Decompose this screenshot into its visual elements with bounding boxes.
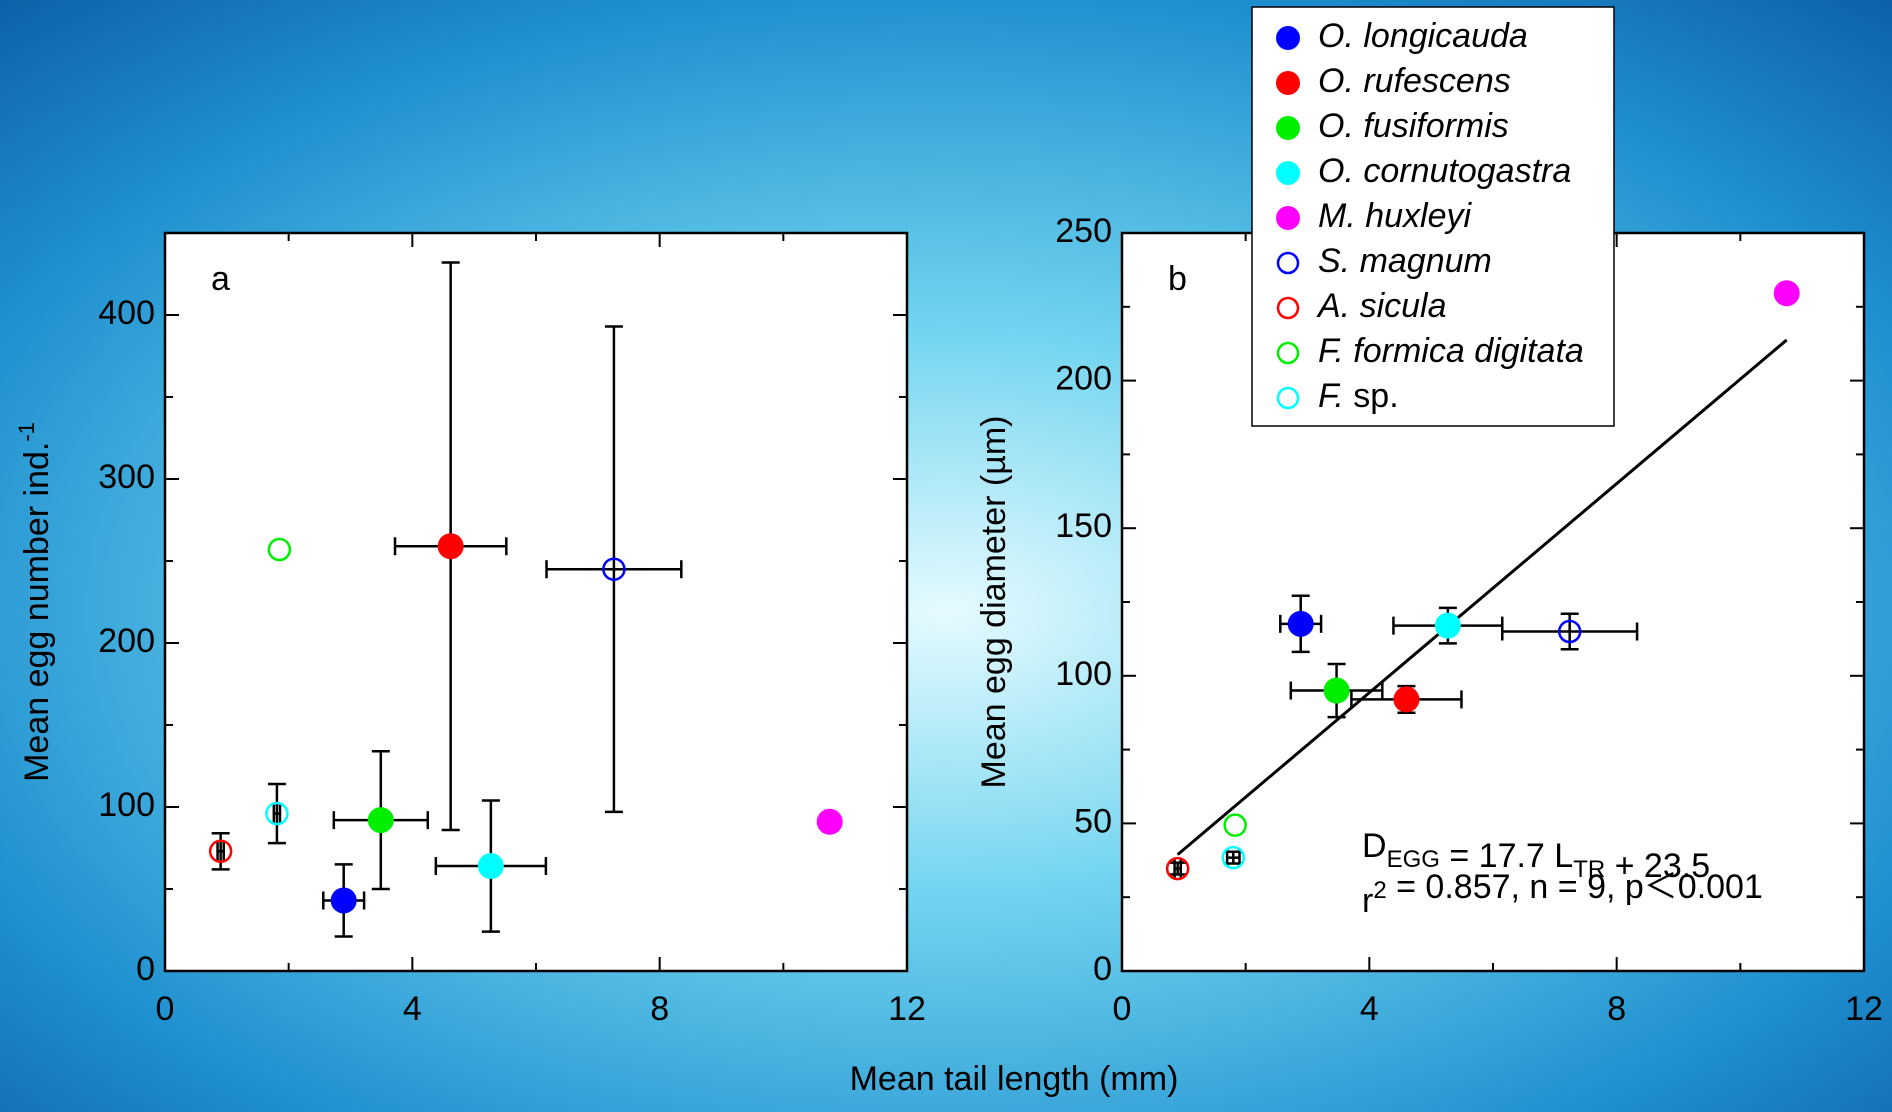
- y-axis-label: Mean egg diameter (µm): [975, 416, 1013, 789]
- legend-label: O. fusiformis: [1318, 107, 1509, 145]
- data-point: [478, 853, 504, 879]
- legend-marker: [1276, 206, 1300, 230]
- data-point: [1324, 678, 1350, 704]
- legend-name: F.: [1318, 377, 1344, 415]
- legend-label: O. rufescens: [1318, 62, 1511, 100]
- y-tick-label: 0: [136, 950, 155, 988]
- x-tick-label: 8: [1607, 990, 1626, 1028]
- legend-marker: [1276, 161, 1300, 185]
- legend-label: O. longicauda: [1318, 17, 1528, 55]
- y-tick-label: 200: [98, 622, 155, 660]
- legend-name: S. magnum: [1318, 242, 1492, 280]
- legend-name: O. fusiformis: [1318, 107, 1509, 145]
- y-tick-label: 300: [98, 458, 155, 496]
- legend-label: A. sicula: [1316, 287, 1447, 325]
- page: Mean tail length (mm) 048120100200300400…: [0, 0, 1892, 1112]
- y-tick-label: 0: [1093, 950, 1112, 988]
- y-tick-label: 250: [1055, 212, 1112, 250]
- legend-marker: [1276, 71, 1300, 95]
- data-point: [1435, 613, 1461, 639]
- figure: Mean tail length (mm) 048120100200300400…: [0, 0, 1892, 1112]
- plot-area: [165, 233, 907, 971]
- stats-sup: 2: [1373, 877, 1386, 904]
- x-axis-label: Mean tail length (mm): [850, 1060, 1179, 1098]
- panel-label: a: [211, 260, 230, 298]
- stats-text: r: [1362, 882, 1373, 920]
- legend-name: O. cornutogastra: [1318, 152, 1571, 190]
- data-point: [817, 809, 843, 835]
- y-axis-label: Mean egg number ind.-1: [14, 422, 56, 782]
- data-point: [438, 533, 464, 559]
- legend-label: S. magnum: [1318, 242, 1492, 280]
- y-axis-label-text: Mean egg diameter (µm): [975, 416, 1013, 789]
- legend-label: M. huxleyi: [1318, 197, 1472, 235]
- y-axis-label-sup: -1: [14, 422, 39, 442]
- x-tick-label: 12: [1845, 990, 1883, 1028]
- panel-label: b: [1168, 260, 1187, 298]
- data-point: [1774, 280, 1800, 306]
- legend-marker: [1276, 116, 1300, 140]
- data-point: [1393, 686, 1419, 712]
- legend-name: A. sicula: [1316, 287, 1447, 325]
- x-tick-label: 12: [888, 990, 926, 1028]
- data-point: [368, 807, 394, 833]
- y-tick-label: 100: [1055, 655, 1112, 693]
- x-tick-label: 0: [156, 990, 175, 1028]
- legend-label: O. cornutogastra: [1318, 152, 1571, 190]
- data-point: [331, 887, 357, 913]
- data-point: [1288, 611, 1314, 637]
- legend-label: F. sp.: [1318, 377, 1399, 415]
- x-tick-label: 8: [650, 990, 669, 1028]
- legend-label: F. formica digitata: [1318, 332, 1584, 370]
- x-tick-label: 4: [1360, 990, 1379, 1028]
- legend-name: O. rufescens: [1318, 62, 1511, 100]
- y-tick-label: 200: [1055, 360, 1112, 398]
- stats-text: = 0.857, n = 9, p＜0.001: [1387, 868, 1763, 906]
- x-tick-label: 0: [1113, 990, 1132, 1028]
- legend-name: M. huxleyi: [1318, 197, 1472, 235]
- y-tick-label: 150: [1055, 507, 1112, 545]
- y-axis-label-text: Mean egg number ind.: [18, 442, 56, 782]
- y-tick-label: 50: [1074, 802, 1112, 840]
- y-tick-label: 100: [98, 786, 155, 824]
- equation-text: D: [1362, 827, 1387, 865]
- legend-suffix: sp.: [1353, 377, 1398, 415]
- legend-name: O. longicauda: [1318, 17, 1528, 55]
- x-tick-label: 4: [403, 990, 422, 1028]
- y-tick-label: 400: [98, 294, 155, 332]
- legend-marker: [1276, 26, 1300, 50]
- legend-name: F. formica digitata: [1318, 332, 1584, 370]
